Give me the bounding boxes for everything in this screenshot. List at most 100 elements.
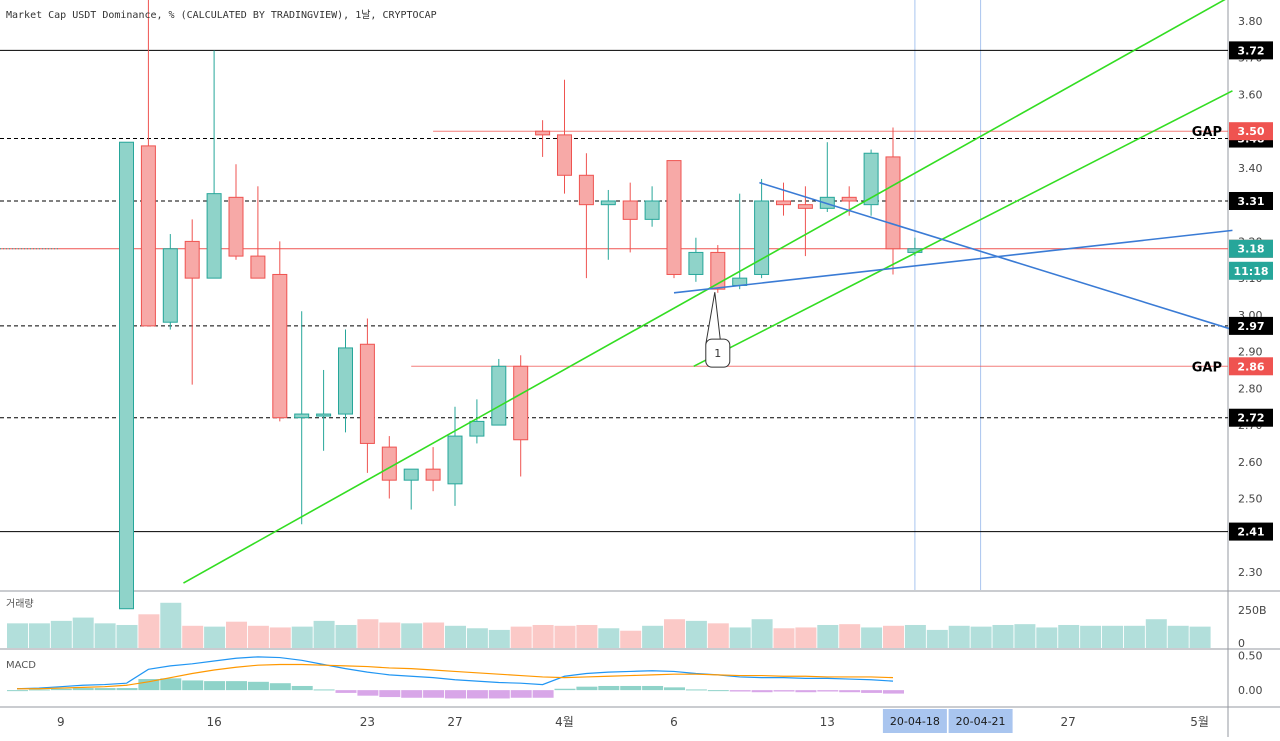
price-level-tag-label: 2.72 (1237, 412, 1264, 425)
candle-body (600, 200, 616, 206)
macd-histogram-bar (817, 690, 839, 692)
volume-bar (685, 620, 707, 648)
time-tick-label: 27 (1061, 715, 1076, 729)
volume-bar (379, 622, 401, 648)
macd-histogram-bar (204, 681, 226, 691)
volume-bar (1145, 619, 1167, 648)
date-tag[interactable] (948, 709, 1013, 733)
volume-bar (861, 627, 883, 648)
trendline[interactable] (759, 181, 1233, 331)
price-tick-label: 3.40 (1238, 162, 1263, 175)
price-tag-label: 3.18 (1237, 243, 1264, 256)
volume-bar (72, 617, 94, 648)
price-tag[interactable] (1229, 261, 1273, 280)
candle-body (469, 420, 485, 437)
macd-histogram-bar (50, 688, 72, 691)
volume-bar (948, 625, 970, 648)
annotations-layer: GAP GAP 1 (705, 125, 1222, 375)
callout-box[interactable] (705, 338, 731, 368)
price-axis[interactable]: 2.302.402.502.602.702.802.903.003.103.20… (1229, 15, 1273, 697)
candle-body (316, 413, 332, 417)
macd-histogram-bar (94, 688, 116, 691)
trendline[interactable] (673, 229, 1233, 294)
volume-bar (7, 623, 28, 648)
price-level-tag[interactable] (1229, 408, 1273, 427)
macd-histogram-bar (226, 681, 247, 691)
candles-layer (119, 0, 923, 610)
candle-body (622, 200, 638, 220)
macd-histogram-bar (554, 688, 576, 691)
volume-bar (926, 629, 948, 648)
candle-body (491, 365, 507, 426)
candle-body (359, 343, 375, 444)
volume-bar (423, 622, 445, 648)
volume-bar (1014, 624, 1036, 648)
volume-bar (94, 623, 116, 648)
volume-bar (138, 614, 160, 648)
macd-histogram-bar (72, 688, 94, 691)
candle-body (754, 200, 770, 275)
trendline[interactable] (693, 90, 1233, 368)
gap-label: GAP (1192, 125, 1222, 140)
volume-bar (576, 624, 598, 648)
trendlines-layer[interactable] (183, 0, 1233, 584)
macd-histogram-bar (138, 679, 160, 691)
date-tag[interactable] (882, 709, 947, 733)
candle-body (338, 347, 353, 415)
price-level-tag[interactable] (1229, 191, 1273, 210)
price-tag-label: 3.50 (1237, 125, 1264, 138)
volume-bar (488, 629, 510, 648)
candle-body (557, 134, 572, 176)
candle-body (425, 468, 441, 481)
macd-histogram-bar (269, 683, 291, 691)
macd-pane (7, 656, 904, 699)
price-level-tag-label: 3.72 (1237, 44, 1264, 57)
macd-tick-label: 0.50 (1238, 649, 1263, 662)
macd-histogram-bar (335, 690, 357, 693)
candle-body (250, 255, 266, 279)
volume-bar (707, 623, 729, 648)
price-tick-label: 3.60 (1238, 88, 1263, 101)
price-level-tag[interactable] (1229, 522, 1273, 541)
candle-body (535, 130, 551, 136)
candle-body (863, 152, 879, 206)
volume-bar (1058, 624, 1080, 648)
price-tick-label: 2.30 (1238, 566, 1263, 579)
time-axis[interactable]: 9 16 23 27 4월 6 13 27 5월 20-04-18 20-04-21 (57, 709, 1209, 733)
macd-histogram-bar (883, 690, 904, 694)
macd-histogram-bar (445, 690, 466, 699)
price-tag[interactable] (1229, 357, 1273, 376)
candle-body (403, 468, 419, 481)
macd-histogram-bar (28, 689, 50, 691)
macd-histogram-bar (291, 685, 313, 691)
volume-bar (970, 626, 992, 648)
candle-body (381, 446, 397, 481)
volume-bar (466, 628, 488, 648)
volume-bar (335, 624, 357, 648)
price-tag[interactable] (1229, 122, 1273, 141)
candle-body (819, 196, 835, 209)
candle-body (294, 413, 310, 419)
volume-bar (1102, 625, 1123, 648)
macd-histogram-bar (707, 690, 729, 692)
price-tag[interactable] (1229, 239, 1273, 258)
macd-histogram-bar (642, 685, 664, 691)
candle-body (841, 196, 857, 202)
macd-histogram-bar (510, 690, 532, 698)
price-level-tag[interactable] (1229, 41, 1273, 60)
volume-bar (642, 625, 664, 648)
volume-bar (313, 620, 335, 648)
macd-histogram-bar (466, 690, 488, 699)
candle-body (797, 204, 813, 209)
macd-histogram-bar (357, 690, 379, 696)
volume-bar (247, 625, 269, 648)
macd-histogram-bar (488, 690, 510, 699)
volume-pane-label: 거래량 (6, 598, 34, 610)
volume-bar (598, 628, 620, 648)
date-tag-label: 20-04-21 (956, 715, 1006, 728)
price-level-tag[interactable] (1229, 316, 1273, 335)
volume-bar (1189, 626, 1211, 648)
